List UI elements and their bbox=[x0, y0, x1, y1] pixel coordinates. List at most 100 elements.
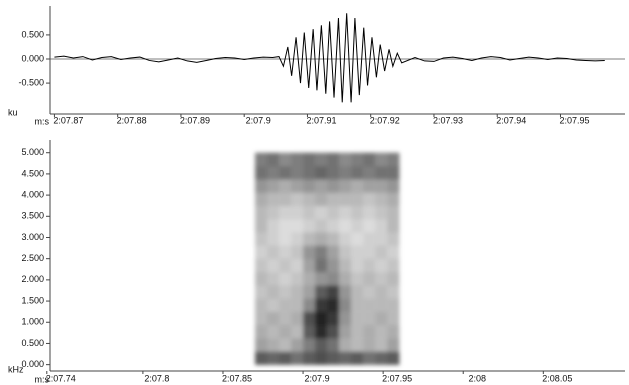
spectrogram-cell bbox=[255, 179, 268, 193]
spectrogram-cell bbox=[363, 232, 376, 246]
y-tick-label: 0.000 bbox=[21, 359, 44, 369]
spectrogram-cell bbox=[327, 218, 340, 233]
spectrogram-cell bbox=[375, 351, 388, 365]
spectrogram-cell bbox=[339, 338, 352, 352]
spectrogram-cell bbox=[255, 311, 268, 326]
spectrogram-cell bbox=[279, 192, 292, 206]
x-axis-label: m:s bbox=[35, 116, 50, 126]
x-tick-label: 2:07.95 bbox=[382, 373, 412, 383]
spectrogram-cell bbox=[375, 192, 388, 206]
spectrogram-cell bbox=[315, 271, 328, 286]
spectrogram-cell bbox=[255, 192, 268, 206]
spectrogram-cell bbox=[291, 232, 304, 246]
spectrogram-cell bbox=[339, 311, 352, 326]
spectrogram-cell bbox=[315, 179, 328, 193]
spectrogram-cell bbox=[387, 152, 400, 167]
spectrogram-cell bbox=[351, 192, 364, 206]
x-tick-label: 2:07.74 bbox=[46, 373, 76, 383]
spectrogram-cell bbox=[327, 324, 340, 339]
spectrogram-cell bbox=[375, 258, 388, 273]
spectrogram-cell bbox=[255, 351, 268, 365]
y-tick-label: 0.500 bbox=[21, 29, 44, 39]
spectrogram-cell bbox=[267, 298, 280, 312]
spectrogram-cell bbox=[363, 205, 376, 220]
spectrogram-cell bbox=[327, 311, 340, 326]
spectrogram-cell bbox=[375, 285, 388, 299]
spectrogram-cell bbox=[387, 192, 400, 206]
spectrogram-cell bbox=[315, 311, 328, 326]
spectrogram-cell bbox=[267, 258, 280, 273]
spectrogram-cell bbox=[291, 152, 304, 167]
spectrogram-cell bbox=[387, 245, 400, 259]
spectrogram-cell bbox=[387, 205, 400, 220]
spectrogram-cell bbox=[363, 298, 376, 312]
spectrogram-cell bbox=[279, 205, 292, 220]
spectrogram-cell bbox=[363, 258, 376, 273]
spectrogram-cell bbox=[291, 179, 304, 193]
y-tick-label: -0.500 bbox=[18, 77, 44, 87]
spectrogram-cell bbox=[351, 285, 364, 299]
spectrogram-cell bbox=[315, 232, 328, 246]
spectrogram-cell bbox=[315, 338, 328, 352]
spectrogram-cell bbox=[351, 179, 364, 193]
spectrogram-cell bbox=[267, 311, 280, 326]
spectrogram-cell bbox=[363, 285, 376, 299]
spectrogram-cell bbox=[279, 285, 292, 299]
spectrogram-cell bbox=[255, 285, 268, 299]
spectrogram-cell bbox=[303, 179, 316, 193]
x-tick-label: 2:07.8 bbox=[144, 373, 169, 383]
y-tick-label: 2.000 bbox=[21, 274, 44, 284]
spectrogram-cell bbox=[303, 351, 316, 365]
spectrogram-cell bbox=[303, 218, 316, 233]
spectrogram-cell bbox=[267, 338, 280, 352]
spectrogram-cell bbox=[375, 218, 388, 233]
spectrogram-cell bbox=[387, 271, 400, 286]
spectrogram-cell bbox=[303, 298, 316, 312]
spectrogram-cell bbox=[363, 179, 376, 193]
spectrogram-cell bbox=[291, 192, 304, 206]
spectrogram-cell bbox=[279, 232, 292, 246]
spectrogram-cell bbox=[303, 205, 316, 220]
spectrogram-cell bbox=[351, 218, 364, 233]
spectrogram-cell bbox=[303, 324, 316, 339]
spectrogram-cell bbox=[267, 351, 280, 365]
spectrogram-cell bbox=[339, 218, 352, 233]
spectrogram-cell bbox=[291, 311, 304, 326]
spectrogram-cell bbox=[351, 271, 364, 286]
spectrogram-cell bbox=[363, 152, 376, 167]
spectrogram-cell bbox=[327, 205, 340, 220]
spectrogram-cell bbox=[327, 298, 340, 312]
spectrogram-cell bbox=[279, 311, 292, 326]
spectrogram-cell bbox=[375, 324, 388, 339]
spectrogram-cell bbox=[363, 218, 376, 233]
x-tick-label: 2:07.87 bbox=[53, 115, 83, 125]
spectrogram-cell bbox=[327, 152, 340, 167]
spectrogram-cell bbox=[387, 338, 400, 352]
spectrogram-cell bbox=[351, 311, 364, 326]
spectrogram-cell bbox=[339, 165, 352, 180]
spectrogram-cell bbox=[351, 351, 364, 365]
spectrogram-cell bbox=[339, 324, 352, 339]
spectrogram-cell bbox=[375, 232, 388, 246]
spectrogram-cell bbox=[291, 285, 304, 299]
y-tick-label: 0.000 bbox=[21, 53, 44, 63]
x-tick-label: 2:08.05 bbox=[542, 373, 572, 383]
y-tick-label: 5.000 bbox=[21, 147, 44, 157]
waveform bbox=[54, 13, 605, 103]
spectrogram-cell bbox=[279, 218, 292, 233]
spectrogram-cell bbox=[363, 192, 376, 206]
x-tick-label: 2:07.91 bbox=[306, 115, 336, 125]
spectrogram-cell bbox=[303, 192, 316, 206]
spectrogram-cell bbox=[255, 152, 268, 167]
x-tick-label: 2:07.93 bbox=[433, 115, 463, 125]
x-tick-label: 2:07.94 bbox=[496, 115, 526, 125]
spectrogram-cell bbox=[363, 338, 376, 352]
spectrogram-cell bbox=[351, 338, 364, 352]
y-tick-label: 0.500 bbox=[21, 338, 44, 348]
spectrogram-cell bbox=[387, 218, 400, 233]
spectrogram-cell bbox=[291, 218, 304, 233]
spectrogram-cell bbox=[339, 192, 352, 206]
spectrogram-cell bbox=[339, 351, 352, 365]
spectrogram-cell bbox=[327, 258, 340, 273]
